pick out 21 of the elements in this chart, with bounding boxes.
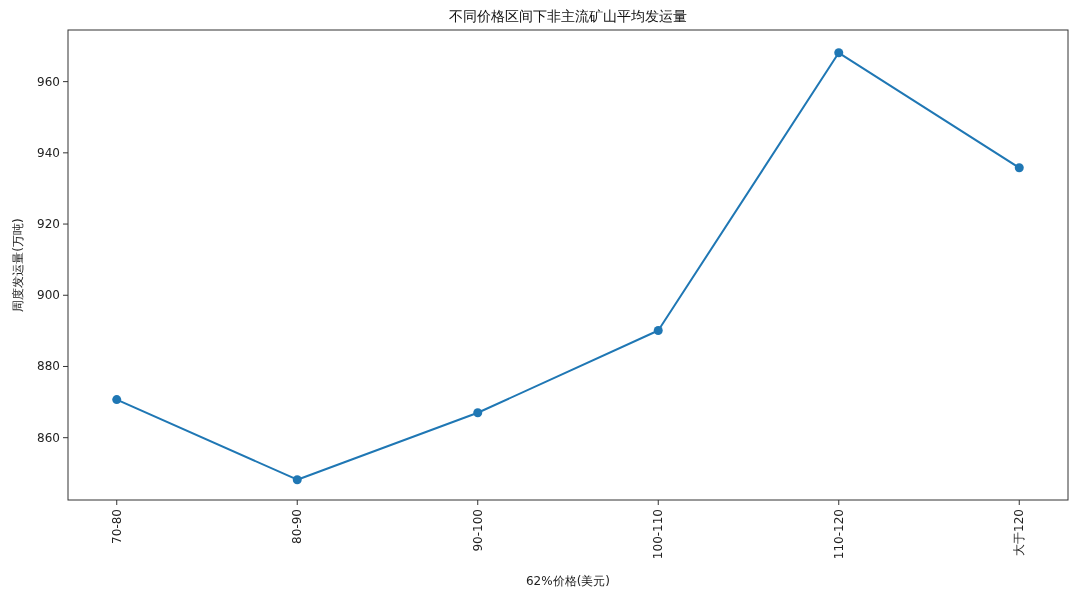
- x-tick-label: 90-100: [470, 509, 485, 552]
- y-tick-label: 920: [37, 217, 60, 232]
- point: [112, 395, 122, 405]
- chart-title: 不同价格区间下非主流矿山平均发运量: [449, 8, 687, 24]
- point: [653, 326, 663, 336]
- point: [473, 408, 483, 418]
- point: [834, 48, 844, 58]
- point: [1014, 163, 1024, 173]
- x-tick-label: 70-80: [109, 509, 124, 544]
- y-tick-label: 860: [37, 430, 60, 445]
- y-tick-label: 940: [37, 145, 60, 160]
- x-tick-label: 大于120: [1012, 509, 1027, 556]
- y-tick-label: 900: [37, 288, 60, 303]
- point: [292, 475, 302, 485]
- y-tick-label: 880: [37, 359, 60, 374]
- x-tick-label: 100-110: [651, 509, 666, 560]
- x-axis-title: 62%价格(美元): [525, 574, 611, 588]
- x-tick-label: 80-90: [290, 509, 305, 544]
- y-axis-title: 周度发运量(万吨): [11, 218, 25, 312]
- x-tick-label: 110-120: [831, 509, 846, 560]
- y-tick-label: 960: [37, 74, 60, 89]
